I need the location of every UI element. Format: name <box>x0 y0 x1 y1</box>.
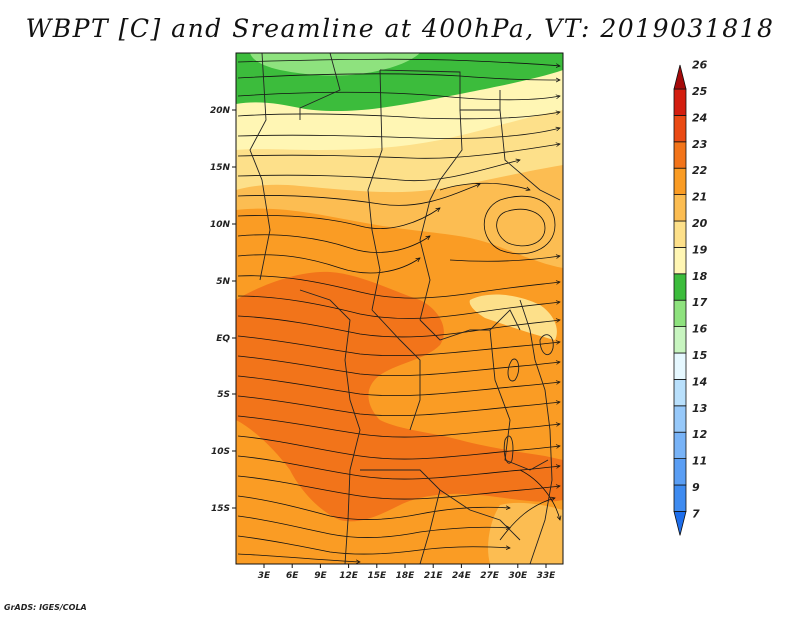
wbpt-fill-21-se <box>488 502 563 564</box>
colorbar-label: 25 <box>692 85 708 98</box>
colorbar-label: 7 <box>692 507 700 520</box>
colorbar-label: 24 <box>692 111 707 124</box>
lon-tick-label: 12E <box>339 571 359 581</box>
chart-title: WBPT [C] and Sreamline at 400hPa, VT: 20… <box>25 14 775 43</box>
streamlines <box>237 58 560 562</box>
lon-tick-label: 6E <box>286 571 299 581</box>
colorbar-segment <box>673 378 687 407</box>
lon-tick-label: 30E <box>508 571 528 581</box>
colorbar-segment <box>673 246 687 275</box>
colorbar-segment <box>673 220 687 248</box>
colorbar-label: 13 <box>692 402 708 415</box>
colorbar-segment <box>673 167 687 195</box>
lat-tick-label: 10S <box>211 447 230 457</box>
colorbar-segment <box>673 352 687 380</box>
colorbar-segment <box>673 273 687 301</box>
colorbar-label: 14 <box>692 375 707 388</box>
colorbar-label: 18 <box>692 270 708 283</box>
colorbar-label: 15 <box>692 349 708 362</box>
lat-tick-label: 10N <box>210 220 231 230</box>
lon-tick-label: 18E <box>396 571 416 581</box>
colorbar-label: 16 <box>692 323 708 336</box>
lon-tick-label: 9E <box>314 571 327 581</box>
longitude-ticks: 3E 6E 9E 12E 15E 18E 21E 24E 27E 30E 33E <box>258 564 556 581</box>
map-frame <box>235 52 564 565</box>
lon-tick-label: 24E <box>452 571 472 581</box>
colorbar-segment <box>673 405 687 433</box>
lat-tick-label: EQ <box>216 334 230 344</box>
map-plot-area <box>236 53 563 564</box>
country-borders <box>249 53 561 564</box>
colorbar-segment <box>673 431 687 460</box>
colorbar-segment <box>673 299 687 328</box>
lat-tick-label: 15S <box>211 504 230 514</box>
wbpt-fill-23 <box>236 271 563 522</box>
lat-tick-label: 15N <box>210 163 231 173</box>
latitude-ticks: 20N 15N 10N 5N EQ 5S 10S 15S <box>210 106 236 514</box>
colorbar-max-triangle <box>673 64 687 90</box>
lon-tick-label: 33E <box>537 571 557 581</box>
lat-tick-label: 5N <box>216 277 230 287</box>
lon-tick-label: 21E <box>424 571 444 581</box>
colorbar-segment <box>673 88 687 116</box>
colorbar-min-triangle <box>673 511 687 536</box>
colorbar-label: 21 <box>692 191 707 204</box>
colorbar-label: 12 <box>692 428 708 441</box>
lon-tick-label: 3E <box>258 571 271 581</box>
colorbar-segment <box>673 484 687 512</box>
colorbar-segment <box>673 458 687 486</box>
lat-tick-label: 20N <box>210 106 231 116</box>
lon-tick-label: 15E <box>367 571 387 581</box>
colorbar: 7 9 11 12 13 14 15 16 17 18 19 20 21 22 23 24 25 26 <box>673 59 708 536</box>
colorbar-label: 26 <box>692 59 708 72</box>
colorbar-label: 11 <box>692 455 707 468</box>
footer-credit: GrADS: IGES/COLA <box>4 603 87 612</box>
colorbar-label: 17 <box>692 296 708 309</box>
colorbar-label: 22 <box>692 164 708 177</box>
lat-tick-label: 5S <box>217 390 230 400</box>
colorbar-label: 20 <box>692 217 708 230</box>
lon-tick-label: 27E <box>480 571 500 581</box>
wbpt-fill-17 <box>250 53 420 76</box>
colorbar-label: 9 <box>692 481 700 494</box>
colorbar-segment <box>673 326 687 354</box>
colorbar-segment <box>673 141 687 169</box>
colorbar-label: 23 <box>692 138 708 151</box>
colorbar-label: 19 <box>692 243 708 256</box>
colorbar-segment <box>673 115 687 143</box>
colorbar-segment <box>673 194 687 222</box>
